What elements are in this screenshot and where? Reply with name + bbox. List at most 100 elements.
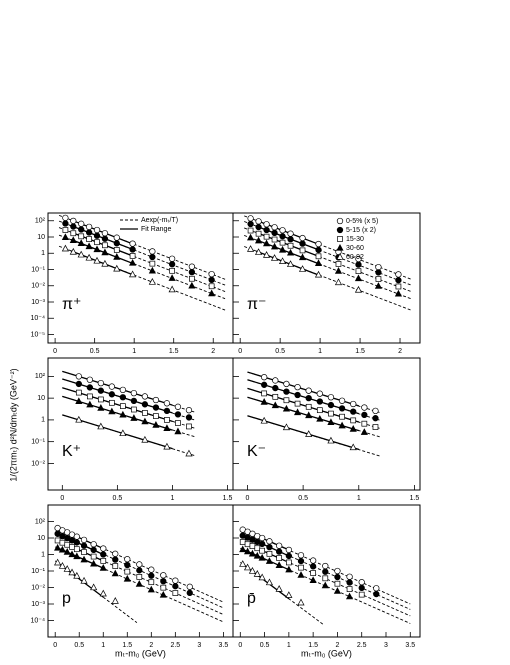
marker bbox=[185, 414, 193, 421]
marker bbox=[265, 578, 274, 586]
marker bbox=[298, 253, 307, 261]
panel-frame bbox=[232, 357, 421, 491]
marker bbox=[266, 543, 273, 551]
marker bbox=[263, 226, 270, 234]
marker bbox=[333, 587, 342, 594]
marker bbox=[297, 571, 305, 578]
marker bbox=[297, 557, 305, 565]
marker bbox=[186, 423, 192, 430]
fit-line bbox=[247, 415, 382, 457]
marker bbox=[287, 242, 294, 249]
marker bbox=[174, 411, 182, 418]
y-tick-label: 10⁻³ bbox=[31, 601, 45, 608]
marker bbox=[244, 541, 251, 548]
marker bbox=[349, 443, 357, 451]
y-tick-label: 10⁻⁴ bbox=[31, 315, 46, 322]
y-tick-label: 10 bbox=[37, 535, 45, 542]
y-tick-label: 10⁻¹ bbox=[31, 568, 45, 575]
marker bbox=[80, 536, 88, 544]
marker bbox=[77, 239, 85, 246]
marker bbox=[263, 221, 270, 228]
x-tick-label: 2 bbox=[335, 642, 339, 649]
marker bbox=[334, 267, 343, 274]
marker bbox=[285, 552, 293, 560]
marker bbox=[149, 260, 156, 267]
marker bbox=[63, 548, 71, 555]
marker bbox=[148, 266, 156, 274]
marker bbox=[130, 389, 138, 397]
marker bbox=[374, 282, 383, 289]
marker bbox=[336, 217, 344, 225]
marker bbox=[85, 223, 93, 231]
marker bbox=[258, 553, 266, 561]
marker bbox=[73, 539, 80, 546]
marker bbox=[90, 583, 98, 591]
marker bbox=[263, 233, 270, 240]
marker bbox=[309, 557, 317, 564]
marker bbox=[81, 549, 87, 555]
marker bbox=[286, 260, 295, 267]
marker bbox=[152, 404, 160, 411]
marker bbox=[80, 576, 88, 584]
marker bbox=[372, 407, 379, 415]
x-tick-label: 1.5 bbox=[355, 348, 365, 355]
marker bbox=[346, 573, 353, 580]
marker bbox=[141, 393, 149, 400]
marker bbox=[372, 424, 379, 430]
marker bbox=[334, 573, 341, 581]
marker bbox=[97, 404, 105, 411]
marker bbox=[287, 230, 294, 237]
marker bbox=[286, 248, 295, 256]
marker bbox=[136, 574, 143, 580]
marker bbox=[262, 251, 271, 258]
marker bbox=[283, 397, 290, 404]
x-tick-label: 0 bbox=[238, 348, 242, 355]
marker bbox=[112, 556, 119, 563]
y-axis-label: 1/(2πmₜ) d²N/dmₜdy (GeV⁻²) bbox=[8, 368, 18, 481]
marker bbox=[309, 576, 317, 584]
marker bbox=[163, 400, 171, 407]
marker bbox=[315, 246, 322, 254]
marker bbox=[346, 586, 353, 592]
marker bbox=[310, 570, 316, 576]
y-tick-label: 10⁻¹ bbox=[31, 266, 45, 273]
marker bbox=[271, 236, 278, 243]
marker bbox=[297, 552, 305, 559]
marker bbox=[97, 379, 105, 387]
marker bbox=[316, 414, 324, 422]
marker bbox=[258, 540, 266, 548]
marker bbox=[129, 270, 137, 278]
marker bbox=[254, 248, 263, 255]
marker bbox=[168, 285, 176, 293]
marker bbox=[148, 579, 155, 586]
marker bbox=[129, 253, 136, 259]
marker bbox=[355, 268, 362, 275]
marker bbox=[255, 223, 262, 231]
marker bbox=[124, 568, 131, 575]
marker bbox=[70, 217, 77, 225]
marker bbox=[327, 394, 335, 401]
marker bbox=[159, 590, 167, 598]
marker bbox=[271, 401, 279, 409]
marker bbox=[130, 397, 138, 405]
marker bbox=[249, 543, 256, 550]
marker bbox=[360, 428, 368, 435]
marker bbox=[336, 226, 344, 234]
marker bbox=[61, 233, 69, 241]
marker bbox=[113, 240, 120, 247]
marker bbox=[129, 258, 137, 266]
marker bbox=[101, 259, 109, 267]
marker bbox=[94, 239, 100, 246]
marker bbox=[305, 430, 313, 437]
marker bbox=[271, 229, 278, 237]
marker bbox=[160, 584, 167, 591]
marker bbox=[119, 394, 127, 401]
marker bbox=[337, 236, 343, 242]
marker bbox=[305, 394, 312, 402]
marker bbox=[395, 271, 402, 278]
marker bbox=[334, 580, 341, 587]
marker bbox=[336, 243, 344, 251]
marker bbox=[299, 234, 306, 242]
marker bbox=[97, 422, 105, 430]
